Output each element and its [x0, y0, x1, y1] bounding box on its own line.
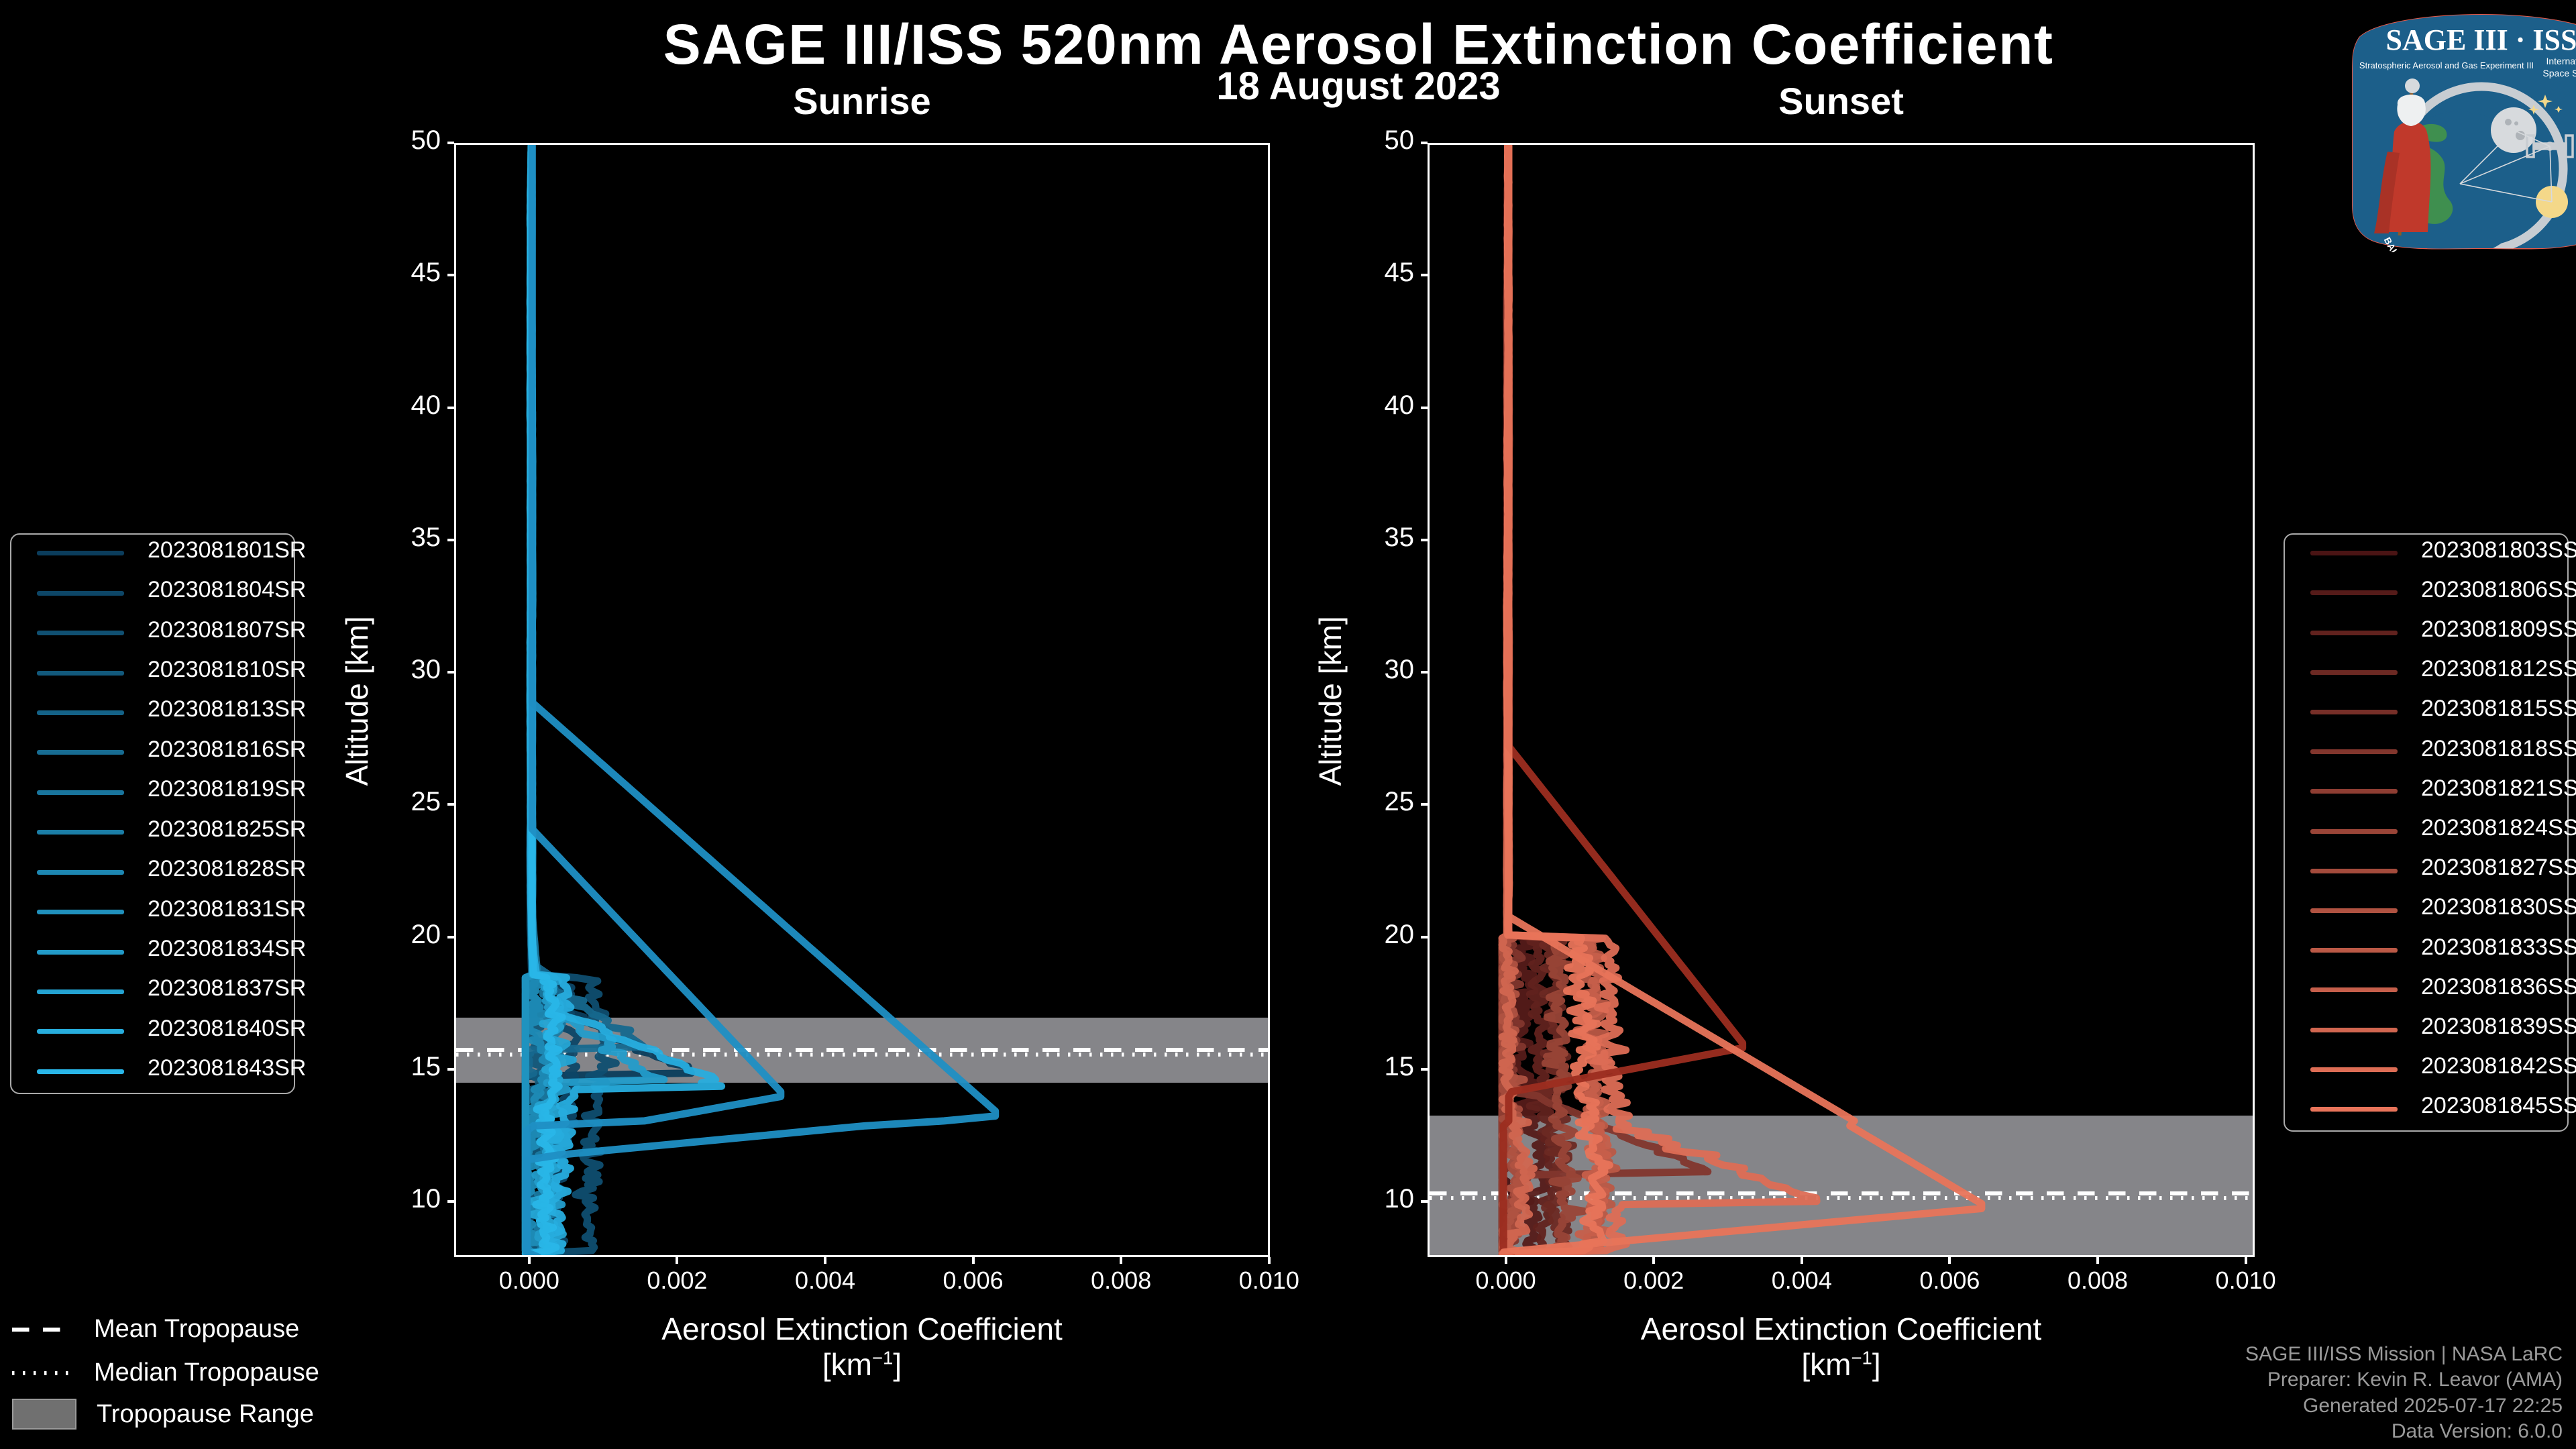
svg-text:Space Station: Space Station [2542, 68, 2576, 78]
svg-text:SAGE III · ISS: SAGE III · ISS [2386, 23, 2576, 56]
svg-text:Stratospheric Aerosol and Gas: Stratospheric Aerosol and Gas Experiment… [2359, 60, 2534, 70]
svg-text:International: International [2546, 56, 2576, 66]
